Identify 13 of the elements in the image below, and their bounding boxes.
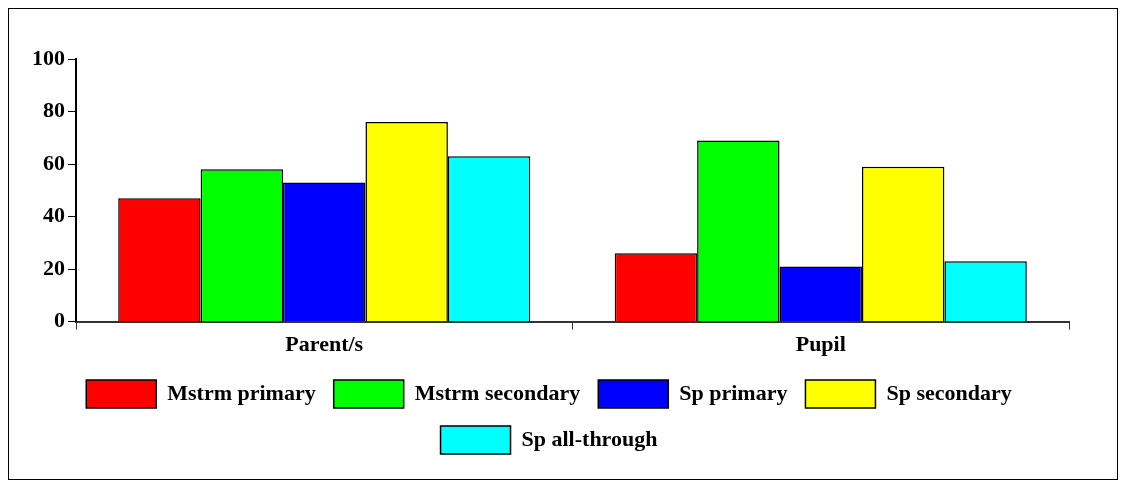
legend-label: Mstrm primary bbox=[167, 379, 316, 405]
y-tick-label: 0 bbox=[54, 307, 65, 333]
legend-label: Sp secondary bbox=[886, 379, 1012, 405]
y-tick-label: 100 bbox=[32, 44, 65, 70]
x-tick-label: Pupil bbox=[795, 331, 846, 357]
x-tick-label: Parent/s bbox=[285, 331, 364, 357]
legend-label: Mstrm secondary bbox=[414, 379, 581, 405]
y-tick-label: 20 bbox=[43, 254, 65, 280]
y-tick-label: 40 bbox=[43, 202, 65, 228]
y-tick-label: 60 bbox=[43, 149, 65, 175]
legend-label: Sp primary bbox=[679, 379, 788, 405]
y-tick-label: 80 bbox=[43, 97, 65, 123]
legend-label: Sp all-through bbox=[521, 425, 658, 451]
